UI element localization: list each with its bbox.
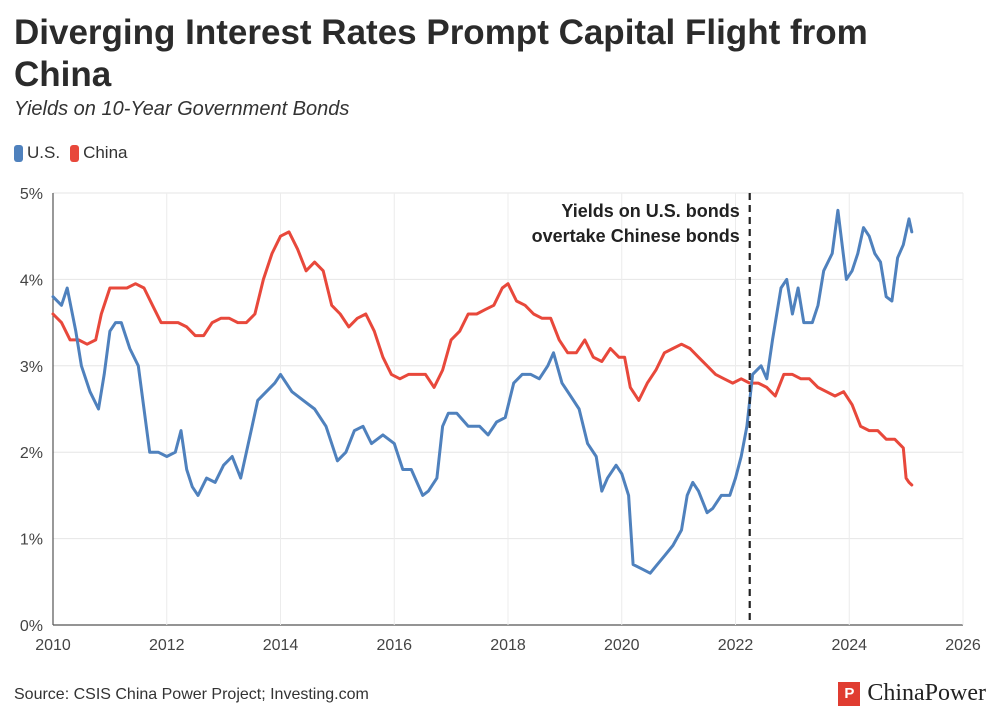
x-axis-ticks: 2010 2012 2014 2016 2018 2020 2022 2024 2026 xyxy=(35,637,981,654)
series-line-china xyxy=(51,230,914,487)
x-tick-label: 2012 xyxy=(149,637,185,654)
chart-annotation: Yields on U.S. bonds overtake Chinese bon… xyxy=(532,193,751,625)
brand-logo: P ChinaPower xyxy=(838,680,986,707)
y-tick-label: 1% xyxy=(20,532,43,549)
y-tick-label: 4% xyxy=(20,272,43,289)
legend-swatch-us xyxy=(14,144,23,162)
legend-label-us: U.S. xyxy=(27,143,61,162)
line-chart: 0% 1% 2% 3% 4% 5% 2010 2012 2014 2016 2018 2020 202… xyxy=(20,186,981,654)
brand-name: ChinaPower xyxy=(867,680,986,706)
x-tick-label: 2022 xyxy=(718,637,754,654)
x-tick-label: 2020 xyxy=(604,637,640,654)
x-tick-label: 2010 xyxy=(35,637,71,654)
chart-series xyxy=(51,208,914,575)
chart-grid xyxy=(52,192,964,626)
legend-swatch-china xyxy=(70,144,80,162)
y-tick-label: 5% xyxy=(20,186,43,203)
legend-item-china: China xyxy=(70,143,127,163)
chart-legend: U.S. China xyxy=(14,143,137,163)
legend-label-china: China xyxy=(83,143,128,162)
annotation-text: Yields on U.S. bonds xyxy=(561,201,739,221)
source-note: Source: CSIS China Power Project; Invest… xyxy=(14,686,369,703)
x-tick-label: 2014 xyxy=(263,637,299,654)
chart-title: Diverging Interest Rates Prompt Capital … xyxy=(14,13,868,94)
y-axis-ticks: 0% 1% 2% 3% 4% 5% xyxy=(20,186,43,635)
y-tick-label: 3% xyxy=(20,359,43,376)
chart-subtitle: Yields on 10-Year Government Bonds xyxy=(14,98,350,120)
brand-icon: P xyxy=(838,681,861,706)
y-tick-label: 0% xyxy=(20,618,43,635)
legend-item-us: U.S. xyxy=(14,143,60,163)
x-tick-label: 2016 xyxy=(376,637,412,654)
annotation-text: overtake Chinese bonds xyxy=(532,226,740,246)
x-tick-label: 2018 xyxy=(490,637,526,654)
x-tick-label: 2026 xyxy=(945,637,981,654)
y-tick-label: 2% xyxy=(20,445,43,462)
series-line-us xyxy=(51,208,914,575)
x-tick-label: 2024 xyxy=(831,637,867,654)
